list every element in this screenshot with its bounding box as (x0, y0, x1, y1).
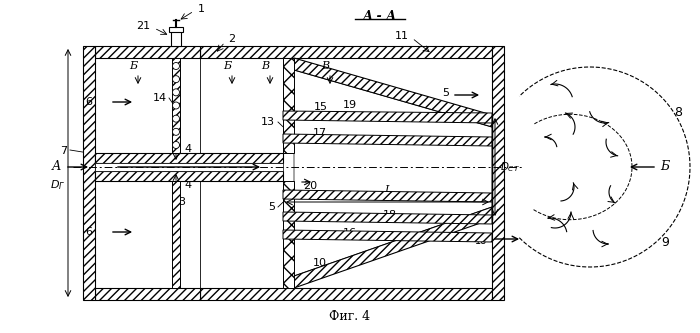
Text: 9: 9 (661, 235, 669, 248)
Text: Б: Б (223, 61, 231, 71)
Text: 10: 10 (313, 258, 327, 268)
Text: В: В (261, 61, 269, 71)
Text: А: А (52, 161, 61, 173)
Polygon shape (283, 190, 492, 202)
Polygon shape (283, 111, 492, 123)
Text: 18: 18 (383, 210, 397, 220)
Circle shape (172, 89, 179, 96)
Text: 16: 16 (343, 228, 357, 238)
Text: 17: 17 (313, 128, 327, 138)
Text: 2: 2 (228, 34, 235, 44)
Bar (171, 30, 181, 46)
Text: А - А: А - А (363, 10, 397, 23)
Text: 15: 15 (314, 102, 328, 112)
Bar (169, 27, 183, 32)
Circle shape (172, 142, 179, 149)
Bar (95, 153, 283, 163)
Text: 8: 8 (674, 106, 682, 119)
Bar (200, 288, 492, 300)
Bar (200, 58, 283, 153)
Polygon shape (294, 58, 492, 127)
Bar (95, 46, 200, 58)
Bar (83, 46, 95, 300)
Text: 4: 4 (184, 180, 191, 190)
Polygon shape (294, 207, 492, 288)
Text: 4: 4 (184, 144, 191, 154)
Text: $D_Г$: $D_Г$ (50, 178, 65, 192)
Text: 20: 20 (303, 181, 317, 191)
Bar (95, 288, 200, 300)
Circle shape (172, 102, 179, 109)
Polygon shape (283, 212, 492, 224)
Text: В: В (321, 61, 329, 71)
Circle shape (172, 115, 179, 122)
Text: 1: 1 (198, 4, 205, 14)
Text: 5: 5 (442, 88, 449, 98)
Text: Б: Б (660, 161, 669, 173)
Circle shape (172, 128, 179, 135)
Text: Фиг. 4: Фиг. 4 (330, 310, 370, 323)
Bar (95, 163, 283, 171)
Bar (200, 46, 492, 58)
Bar (283, 181, 294, 288)
Bar (283, 58, 294, 153)
Text: Б: Б (129, 61, 137, 71)
Polygon shape (294, 70, 492, 276)
Text: 5: 5 (268, 202, 275, 212)
Polygon shape (283, 134, 492, 146)
Text: 19: 19 (343, 100, 357, 110)
Bar (172, 58, 180, 153)
Text: 14: 14 (153, 93, 167, 103)
Text: 18: 18 (475, 236, 487, 246)
Text: L: L (384, 185, 391, 195)
Text: 6: 6 (85, 97, 92, 107)
Text: 11: 11 (395, 31, 409, 41)
Bar (492, 46, 504, 300)
Bar (95, 58, 200, 288)
Text: 13: 13 (261, 117, 275, 127)
Text: $D_{СТ}$: $D_{СТ}$ (500, 160, 520, 174)
Circle shape (172, 76, 179, 83)
Bar (172, 181, 180, 288)
Text: 7: 7 (60, 146, 67, 156)
Text: 3: 3 (178, 197, 186, 207)
Bar (200, 181, 283, 288)
Text: 12: 12 (314, 192, 328, 202)
Text: 6: 6 (85, 227, 92, 237)
Bar (95, 171, 283, 181)
Polygon shape (283, 230, 492, 242)
Text: 21: 21 (136, 21, 150, 31)
Circle shape (172, 63, 179, 70)
